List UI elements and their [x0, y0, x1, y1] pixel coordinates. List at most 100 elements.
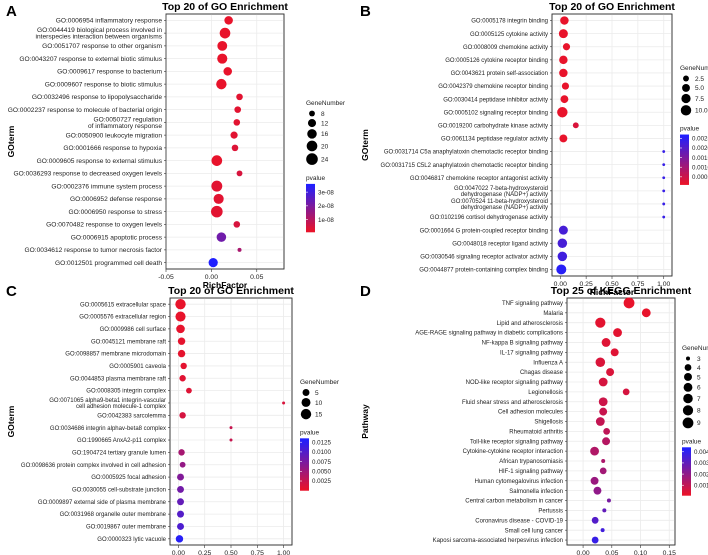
data-point: [236, 93, 243, 101]
data-point: [223, 67, 232, 76]
data-point: [662, 215, 666, 219]
y-tick-label: GO:0001664 G protein-coupled receptor bi…: [420, 228, 548, 234]
colorbar-segment: [300, 470, 309, 474]
data-point: [177, 510, 184, 518]
y-tick-label: IL-17 signaling pathway: [500, 350, 563, 356]
y-tick-label: GO:0005125 cytokine activity: [470, 32, 548, 38]
colorbar-segment: [300, 444, 309, 448]
colorbar-label: 0.0075: [312, 459, 331, 466]
y-tick-label: HIF-1 signaling pathway: [499, 469, 563, 475]
legend-size-label: 24: [321, 156, 329, 163]
y-tick-label: GO:0006954 inflammatory response: [56, 18, 163, 25]
chart-title: Top 20 of GO Enrichment: [549, 1, 675, 13]
y-tick-label: Coronavirus disease - COVID-19: [475, 518, 563, 524]
data-point: [557, 251, 568, 262]
colorbar-segment: [300, 438, 309, 441]
data-point: [216, 232, 227, 242]
y-tick-label: GO:0019200 carbohydrate kinase activity: [438, 123, 548, 129]
plot-border: [165, 13, 285, 270]
colorbar-segment: [300, 472, 309, 476]
colorbar-segment: [680, 180, 689, 183]
y-tick-label: GO:0002376 immune system process: [51, 183, 162, 190]
data-point: [177, 498, 184, 506]
legend-size-dot: [684, 373, 692, 381]
data-point: [610, 348, 619, 357]
colorbar-segment: [680, 153, 689, 156]
data-point: [602, 437, 611, 446]
colorbar-segment: [306, 209, 315, 213]
y-tick-label: NF-kappa B signaling pathway: [482, 341, 563, 347]
y-tick-label: GO:0050727 regulation of inflammatory res…: [88, 116, 162, 130]
legend-size-dot: [683, 75, 689, 82]
colorbar-segment: [300, 442, 309, 446]
colorbar-segment: [306, 219, 315, 223]
x-tick-label: 0.75: [631, 281, 644, 288]
y-tick-label: GO:0070524 11-beta-hydroxysteroid dehydro…: [451, 199, 548, 211]
y-tick-label: GO:0012501 programmed cell death: [55, 260, 162, 267]
y-tick-label: GO:0009605 response to external stimulus: [37, 158, 163, 165]
colorbar-segment: [680, 138, 689, 142]
colorbar-segment: [680, 136, 689, 140]
colorbar-segment: [682, 467, 691, 470]
colorbar-label: 0.004: [694, 449, 708, 456]
colorbar-segment: [680, 140, 689, 144]
y-tick-label: Cytokine-cytokine receptor interaction: [463, 449, 563, 455]
x-tick-label: 1.00: [277, 550, 290, 555]
data-point: [229, 426, 233, 430]
colorbar-segment: [300, 483, 309, 487]
data-point: [623, 297, 635, 309]
y-tick-label: GO:0030546 signaling receptor activator …: [420, 254, 548, 260]
legend-size-label: 4: [697, 365, 701, 372]
x-tick-label: 0.05: [250, 274, 263, 281]
data-point: [178, 449, 185, 456]
y-tick-label: GO:0008009 chemokine activity: [463, 45, 548, 51]
y-tick-label: GO:0006915 apoptotic process: [71, 234, 163, 241]
legend-size-dot: [307, 119, 317, 128]
colorbar-segment: [682, 469, 691, 472]
colorbar-label: 1e-08: [318, 217, 334, 224]
y-tick-label: GO:0031715 C5L2 anaphylatoxin chemotacti…: [381, 163, 548, 169]
colorbar-segment: [306, 203, 315, 207]
colorbar-segment: [306, 191, 315, 195]
colorbar-segment: [306, 221, 315, 225]
colorbar-segment: [682, 453, 691, 456]
colorbar-segment: [306, 195, 315, 199]
data-point: [603, 427, 611, 435]
data-point: [211, 205, 223, 218]
data-point: [599, 407, 608, 416]
data-point: [558, 29, 568, 39]
data-point: [662, 176, 666, 180]
colorbar-segment: [306, 189, 315, 193]
colorbar-segment: [306, 225, 315, 229]
x-tick-label: 0.50: [605, 281, 618, 288]
colorbar-label: 0.0100: [312, 449, 331, 456]
y-tick-label: GO:0045121 membrane raft: [91, 339, 166, 345]
data-point: [662, 202, 666, 206]
colorbar-segment: [682, 479, 691, 482]
colorbar-segment: [306, 185, 315, 189]
y-tick-label: Small cell lung cancer: [505, 528, 563, 534]
colorbar-segment: [682, 483, 691, 486]
data-point: [230, 131, 238, 139]
data-point: [598, 397, 608, 407]
data-point: [180, 362, 187, 370]
y-tick-label: GO:0009897 external side of plasma membr…: [38, 500, 167, 506]
legend-size-label: 8: [321, 111, 325, 118]
y-tick-label: GO:0005901 caveola: [109, 364, 166, 370]
legend-size-label: 3: [697, 356, 701, 363]
legend-size-dot: [683, 393, 693, 404]
y-tick-label: Chagas disease: [520, 370, 564, 376]
data-point: [557, 107, 568, 118]
colorbar-segment: [306, 207, 315, 211]
colorbar-segment: [682, 491, 691, 494]
y-tick-label: Legionellosis: [528, 390, 563, 396]
legend-size-label: 5: [697, 374, 701, 381]
data-point: [177, 485, 184, 493]
x-tick-label: 0.15: [663, 550, 676, 555]
colorbar-segment: [682, 477, 691, 480]
data-point: [598, 377, 608, 387]
legend-size-dot: [683, 382, 693, 392]
